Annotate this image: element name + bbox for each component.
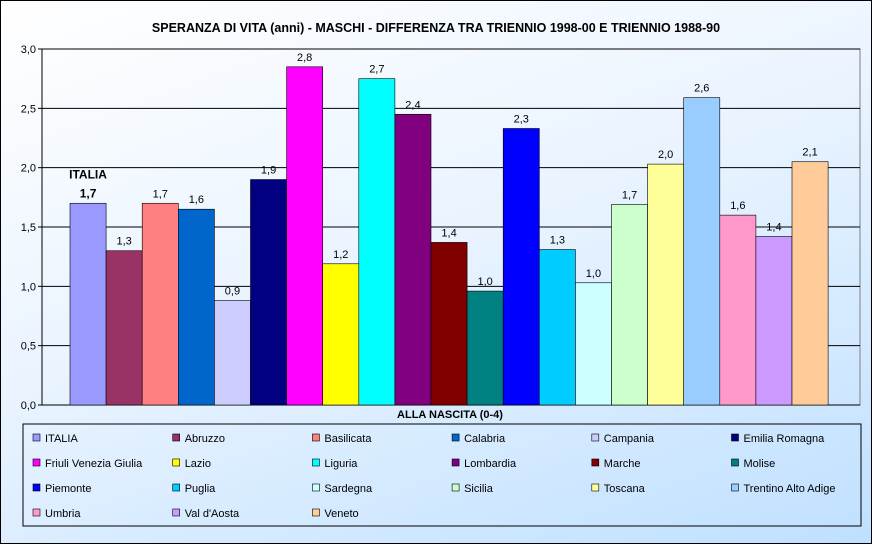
legend-label: Sicilia <box>464 483 494 495</box>
legend-label: Umbria <box>45 508 81 520</box>
legend-swatch <box>731 433 739 442</box>
bar <box>178 208 215 406</box>
legend-label: Veneto <box>324 508 358 520</box>
y-tick-label: 0,5 <box>21 341 36 353</box>
bar <box>214 300 251 406</box>
legend-label: Campania <box>604 433 655 445</box>
legend-swatch <box>312 508 320 517</box>
highlight-label: ITALIA <box>69 167 107 181</box>
data-label: 0,9 <box>225 286 240 298</box>
data-label: 2,3 <box>514 114 529 126</box>
y-tick-label: 1,5 <box>21 222 36 234</box>
data-label: 1,6 <box>730 200 745 212</box>
legend-swatch <box>591 458 600 467</box>
legend-label: Basilicata <box>324 433 372 445</box>
bar <box>755 236 793 406</box>
legend-swatch <box>731 483 739 492</box>
y-tick-label: 0,0 <box>21 400 36 412</box>
legend-swatch <box>172 508 180 517</box>
legend-label: Piemonte <box>45 483 91 495</box>
legend-swatch <box>172 433 180 442</box>
legend-swatch <box>312 433 320 442</box>
legend-swatch <box>451 458 460 467</box>
data-label: 1,3 <box>550 235 565 247</box>
bar <box>286 66 324 406</box>
legend-swatch <box>32 508 41 517</box>
legend-swatch <box>591 483 600 492</box>
x-axis-label: ALLA NASCITA (0-4) <box>397 409 503 421</box>
legend-swatch <box>172 483 180 492</box>
chart-title: SPERANZA DI VITA (anni) - MASCHI - DIFFE… <box>152 21 720 35</box>
legend-swatch <box>451 483 460 492</box>
data-label: 1,0 <box>478 276 493 288</box>
bar <box>575 282 612 406</box>
legend-swatch <box>451 433 460 442</box>
legend-swatch <box>32 458 41 467</box>
legend-label: Liguria <box>324 458 358 470</box>
legend-label: Trentino Alto Adige <box>744 483 836 495</box>
data-label: 2,4 <box>405 99 420 111</box>
bar <box>611 204 648 406</box>
bar <box>791 161 829 406</box>
bar <box>647 163 684 406</box>
bar <box>430 242 468 406</box>
data-label: 1,7 <box>622 189 637 201</box>
data-label: 1,7 <box>80 186 97 200</box>
y-tick-label: 2,0 <box>21 163 36 175</box>
bar <box>466 290 504 406</box>
legend-swatch <box>32 483 41 492</box>
data-label: 2,0 <box>658 149 673 161</box>
data-label: 2,6 <box>694 83 709 95</box>
bar <box>141 202 179 406</box>
data-label: 1,4 <box>766 221 781 233</box>
data-label: 2,7 <box>369 64 384 76</box>
legend-label: Val d'Aosta <box>185 508 240 520</box>
bar <box>683 97 721 406</box>
legend-swatch <box>591 433 600 442</box>
bar <box>502 128 540 406</box>
y-tick-label: 3,0 <box>21 44 36 56</box>
legend-swatch <box>312 458 320 467</box>
bar <box>250 179 287 406</box>
legend-label: Sardegna <box>324 483 373 495</box>
data-label: 2,1 <box>802 147 817 159</box>
bar <box>538 249 576 406</box>
data-label: 1,9 <box>261 165 276 177</box>
legend-label: Puglia <box>185 483 216 495</box>
bar <box>394 113 432 406</box>
legend-swatch <box>731 458 739 467</box>
bar <box>358 78 396 406</box>
legend-label: ITALIA <box>45 433 78 445</box>
legend-label: Molise <box>744 458 776 470</box>
data-label: 1,7 <box>153 188 168 200</box>
legend-label: Abruzzo <box>185 433 225 445</box>
legend-label: Friuli Venezia Giulia <box>45 458 143 470</box>
data-label: 2,8 <box>297 52 312 64</box>
data-label: 1,4 <box>441 227 456 239</box>
legend-label: Lazio <box>185 458 211 470</box>
bar <box>719 214 757 406</box>
data-label: 1,3 <box>117 236 132 248</box>
legend-swatch <box>172 458 180 467</box>
data-label: 1,2 <box>333 249 348 261</box>
legend-box <box>22 423 862 527</box>
legend-label: Lombardia <box>464 458 517 470</box>
legend-swatch <box>32 433 41 442</box>
legend-label: Toscana <box>604 483 646 495</box>
legend-label: Marche <box>604 458 641 470</box>
bar <box>105 250 143 406</box>
legend-label: Calabria <box>464 433 506 445</box>
data-label: 1,0 <box>586 268 601 280</box>
bar <box>322 263 360 406</box>
legend-label: Emilia Romagna <box>744 433 826 445</box>
y-tick-label: 2,5 <box>21 103 36 115</box>
legend-swatch <box>312 483 320 492</box>
bar <box>69 202 107 406</box>
y-tick-label: 1,0 <box>21 281 36 293</box>
data-label: 1,6 <box>189 194 204 206</box>
